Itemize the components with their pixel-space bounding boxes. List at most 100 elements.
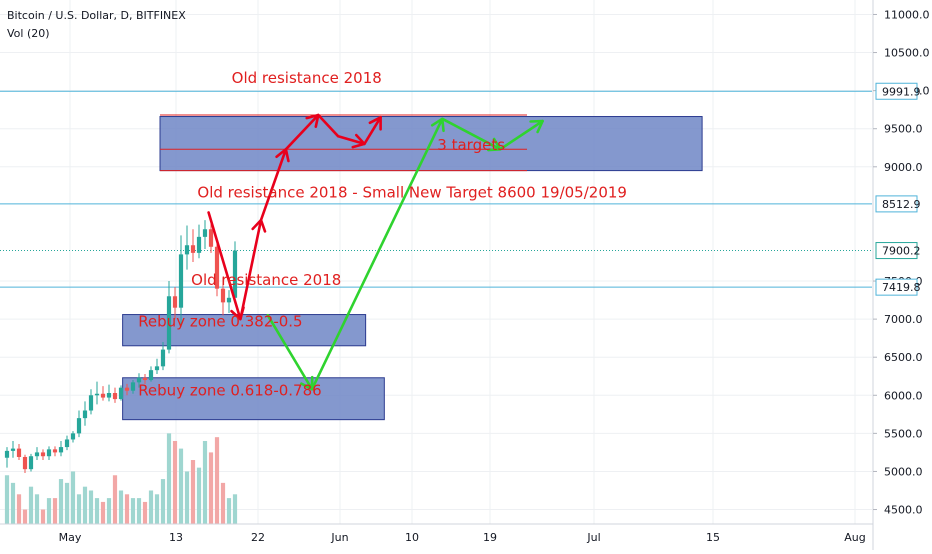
level-price-badge-box — [875, 278, 918, 296]
green-arrowhead — [430, 117, 445, 133]
last-price-badge: 7900.2 — [882, 245, 921, 258]
candle-body — [190, 245, 196, 253]
red-projection-path[interactable] — [207, 113, 382, 321]
time-axis-label: 13 — [169, 531, 183, 544]
volume-bar — [100, 501, 106, 524]
volume-bar — [82, 486, 88, 524]
volume-bar — [142, 501, 148, 524]
level-price-badge-box — [875, 195, 918, 213]
candle-body — [58, 447, 64, 453]
candle-body — [130, 382, 136, 391]
annotation-label: Old resistance 2018 — [232, 69, 382, 87]
volume-bar — [106, 498, 112, 524]
candle-body — [178, 254, 184, 308]
candle-body — [226, 297, 232, 303]
red-arrowhead — [368, 116, 382, 131]
volume-bar — [208, 452, 214, 524]
candle-body — [16, 448, 22, 457]
price-axis-label: 4500.0 — [884, 504, 923, 517]
annotation-label: 3 targets — [437, 136, 505, 154]
volume-bar — [172, 440, 178, 524]
candle-body — [10, 448, 16, 451]
candle-body — [106, 393, 112, 398]
green-arrowhead — [487, 137, 502, 152]
candle-body — [214, 246, 220, 289]
time-axis-label: Jun — [330, 531, 348, 544]
price-axis-label: 5000.0 — [884, 465, 923, 478]
volume-bar — [232, 494, 238, 524]
candle-body — [112, 393, 118, 400]
candle-body — [148, 370, 154, 381]
zone-box[interactable] — [122, 314, 367, 347]
candle-body — [94, 393, 100, 396]
volume-bar — [124, 494, 130, 524]
candle-body — [100, 393, 106, 398]
candle-body — [202, 229, 208, 237]
candle-body — [184, 245, 190, 255]
volume-bar — [214, 437, 220, 524]
candle-body — [4, 450, 10, 458]
annotation-label: Old resistance 2018 — [191, 271, 341, 289]
candle-body — [166, 296, 172, 350]
time-axis-label: 19 — [483, 531, 497, 544]
candle-body — [196, 236, 202, 253]
price-axis-label: 7000.0 — [884, 313, 923, 326]
annotation-label: Rebuy zone 0.382-0.5 — [138, 313, 302, 331]
red-arrowhead — [305, 113, 320, 128]
volume-bar — [178, 448, 184, 524]
time-axis-label: 10 — [405, 531, 419, 544]
candle-body — [52, 449, 58, 453]
volume-bar — [10, 482, 16, 524]
green-arrowhead — [300, 375, 314, 391]
candle-body — [40, 452, 46, 457]
volume-bar — [94, 498, 100, 524]
price-axis-label: 9000.0 — [884, 161, 923, 174]
volume-bar — [160, 479, 166, 524]
candle-body — [76, 418, 82, 434]
volume-bar — [88, 490, 94, 524]
volume-bar — [166, 433, 172, 524]
level-price-badge-box — [875, 82, 918, 100]
symbol-title: Bitcoin / U.S. Dollar, D, BITFINEX — [7, 9, 186, 22]
volume-bar — [64, 482, 70, 524]
zone-box[interactable] — [122, 377, 385, 421]
volume-bar — [70, 471, 76, 524]
volume-bar — [118, 490, 124, 524]
candle-body — [220, 288, 226, 303]
candle-body — [124, 387, 130, 391]
time-axis-label: Aug — [844, 531, 865, 544]
red-arrowhead — [251, 218, 267, 233]
candle-body — [88, 395, 94, 411]
candle-body — [142, 377, 148, 381]
volume-bar — [22, 509, 28, 524]
volume-bar — [184, 471, 190, 524]
volume-bar — [148, 490, 154, 524]
volume-bar — [4, 475, 10, 524]
last-price-badge-box — [875, 242, 918, 260]
volume-bar — [52, 498, 58, 524]
candle-body — [154, 366, 160, 371]
volume-bar — [136, 498, 142, 524]
candle-body — [232, 250, 238, 298]
candle-body — [136, 377, 142, 383]
level-price-badge: 8512.9 — [882, 198, 921, 211]
volume-bar — [190, 460, 196, 524]
candle-body — [34, 452, 40, 457]
volume-bar — [40, 509, 46, 524]
time-axis-label: Jul — [586, 531, 600, 544]
candle-body — [28, 456, 34, 470]
price-axis-label: 11000.0 — [884, 8, 930, 21]
candle-body — [70, 433, 76, 440]
time-axis-label: 22 — [251, 531, 265, 544]
price-axis-label: 6000.0 — [884, 389, 923, 402]
volume-bar — [202, 440, 208, 524]
red-arrowhead — [351, 133, 366, 149]
volume-bar — [28, 486, 34, 524]
volume-bar — [76, 494, 82, 524]
volume-bar — [46, 498, 52, 524]
candle-body — [118, 387, 124, 400]
volume-bar — [220, 482, 226, 524]
volume-indicator-label: Vol (20) — [7, 27, 50, 40]
